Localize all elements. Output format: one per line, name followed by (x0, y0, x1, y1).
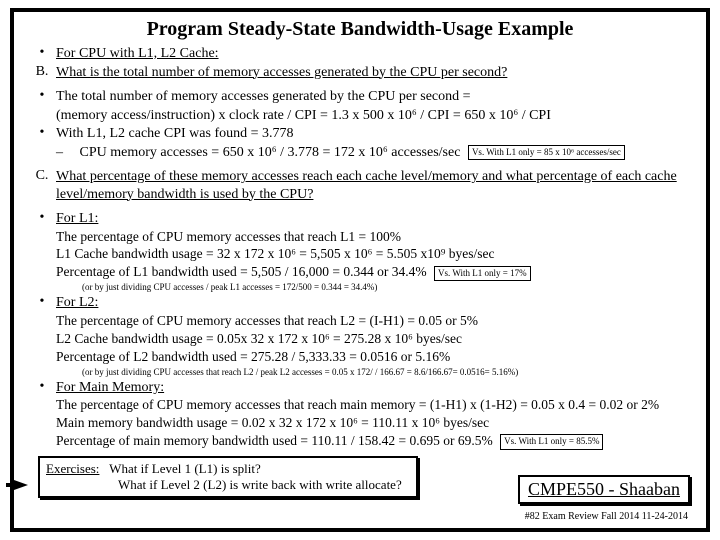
row-mm-h: • For Main Memory: (28, 379, 692, 397)
cpu-calc-2: (memory access/instruction) x clock rate… (56, 107, 692, 125)
row-calc-3: • With L1, L2 cache CPI was found = 3.77… (28, 125, 692, 143)
L1-line3-wrap: Percentage of L1 bandwidth used = 5,505 … (56, 264, 692, 281)
row-calc-1: • The total number of memory accesses ge… (28, 88, 692, 106)
partC-text: What percentage of these memory accesses… (56, 168, 692, 203)
MM-line3: Percentage of main memory bandwidth used… (56, 433, 493, 448)
slide-title: Program Steady-State Bandwidth-Usage Exa… (28, 18, 692, 41)
L2-small: (or by just dividing CPU accesses that r… (56, 367, 692, 378)
partB-label: B. (28, 64, 56, 82)
MM-line2: Main memory bandwidth usage = 0.02 x 32 … (56, 415, 692, 432)
slide-frame: Program Steady-State Bandwidth-Usage Exa… (10, 8, 710, 532)
L2-line3: Percentage of L2 bandwidth used = 275.28… (56, 349, 692, 366)
row-b-1: • For CPU with L1, L2 Cache: (28, 45, 692, 63)
arrow-icon (14, 480, 28, 490)
row-l1-h: • For L1: (28, 210, 692, 228)
cpu-calc-1: The total number of memory accesses gene… (56, 88, 692, 106)
cpu-calc-4: CPU memory accesses = 650 x 10⁶ / 3.778 … (80, 145, 461, 160)
cpu-calc-4-wrap: – CPU memory accesses = 650 x 10⁶ / 3.77… (56, 144, 692, 162)
L1-line2: L1 Cache bandwidth usage = 32 x 172 x 10… (56, 246, 692, 263)
exercises-box: Exercises: What if Level 1 (L1) is split… (38, 456, 418, 498)
exercises-label: Exercises: (46, 461, 99, 476)
row-calc-2: (memory access/instruction) x clock rate… (28, 107, 692, 125)
row-l2-h: • For L2: (28, 294, 692, 312)
bullet: • (28, 88, 56, 106)
L2-line1: The percentage of CPU memory accesses th… (56, 313, 692, 330)
course-label: CMPE550 - Shaaban (528, 479, 680, 499)
L1-small: (or by just dividing CPU accesses / peak… (56, 282, 692, 293)
exercises-line1: What if Level 1 (L1) is split? (109, 461, 261, 476)
L2-line2: L2 Cache bandwidth usage = 0.05x 32 x 17… (56, 331, 692, 348)
partB-line2: What is the total number of memory acces… (56, 64, 692, 82)
bullet: • (28, 125, 56, 143)
partB-line1: For CPU with L1, L2 Cache: (56, 45, 692, 63)
bullet: • (28, 379, 56, 397)
L1-line3: Percentage of L1 bandwidth used = 5,505 … (56, 264, 427, 279)
course-box: CMPE550 - Shaaban (518, 475, 690, 504)
row-b-2: B. What is the total number of memory ac… (28, 64, 692, 82)
L1-line1: The percentage of CPU memory accesses th… (56, 229, 692, 246)
cpu-calc-note: Vs. With L1 only = 85 x 10⁶ accesses/sec (468, 145, 625, 160)
partC-label: C. (28, 168, 56, 203)
bullet: • (28, 45, 56, 63)
row-calc-4: – CPU memory accesses = 650 x 10⁶ / 3.77… (28, 144, 692, 162)
MM-note: Vs. With L1 only = 85.5% (500, 434, 603, 449)
MM-line3-wrap: Percentage of main memory bandwidth used… (56, 433, 692, 450)
slide-footer: #82 Exam Review Fall 2014 11-24-2014 (525, 511, 688, 522)
cpu-calc-3: With L1, L2 cache CPI was found = 3.778 (56, 125, 692, 143)
bullet: • (28, 210, 56, 228)
L1-note: Vs. With L1 only = 17% (434, 266, 531, 281)
L2-header: For L2: (56, 294, 692, 312)
dash: – (56, 144, 76, 162)
L1-header: For L1: (56, 210, 692, 228)
bullet: • (28, 294, 56, 312)
MM-header: For Main Memory: (56, 379, 692, 397)
row-c: C. What percentage of these memory acces… (28, 168, 692, 203)
MM-line1: The percentage of CPU memory accesses th… (56, 397, 692, 414)
exercises-line2: What if Level 2 (L2) is write back with … (118, 477, 402, 492)
